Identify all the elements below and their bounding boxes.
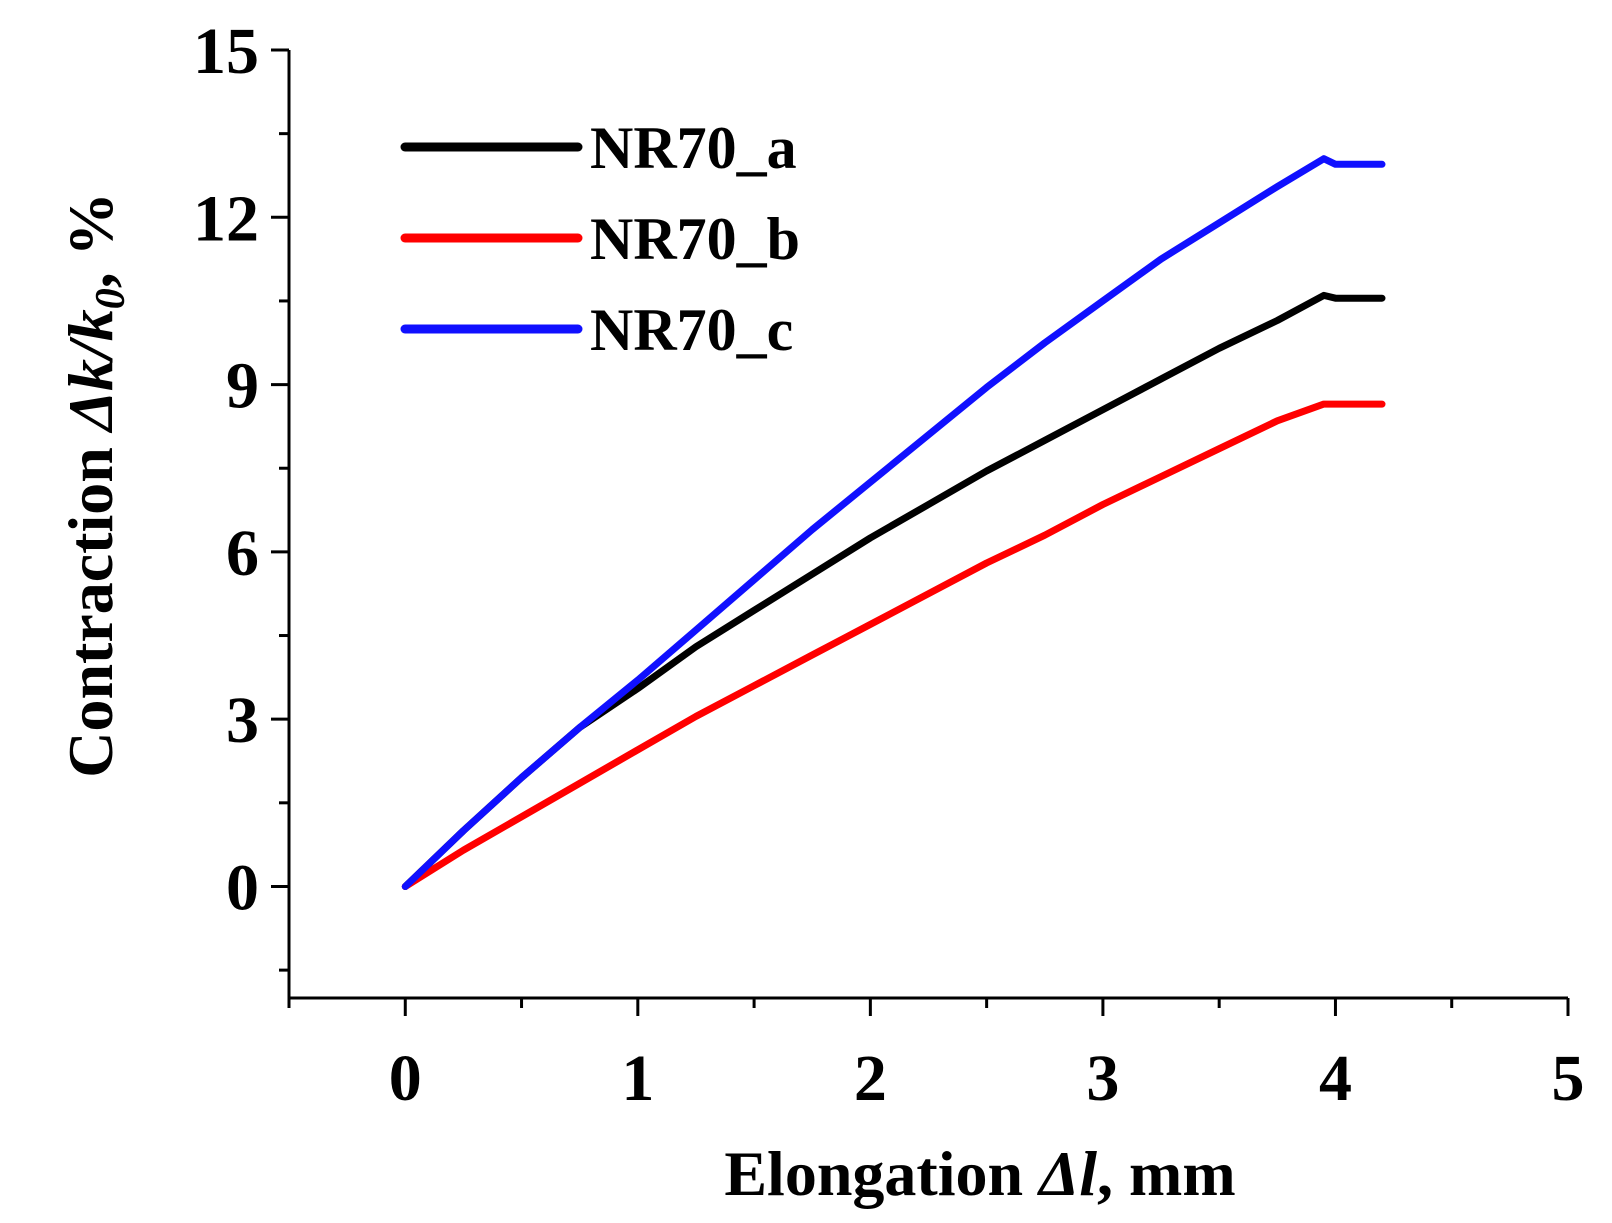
x-tick-label: 1 <box>621 1042 654 1115</box>
y-tick-label: 15 <box>193 15 259 88</box>
series-line-nr70-c <box>401 155 1386 890</box>
y-axis-title: Contraction Δk/k0, % <box>55 192 134 778</box>
x-tick-label: 3 <box>1086 1042 1119 1115</box>
axes <box>287 50 1568 1000</box>
x-tick-label: 0 <box>389 1042 422 1115</box>
x-tick-label: 2 <box>854 1042 887 1115</box>
x-axis-title: Elongation Δl, mm <box>724 1138 1235 1209</box>
x-tick-label: 5 <box>1552 1042 1585 1115</box>
legend-label-nr70-c: NR70_c <box>590 297 793 363</box>
series-lines <box>401 155 1386 890</box>
legend-label-nr70-b: NR70_b <box>590 206 800 272</box>
y-tick-label: 9 <box>226 350 259 423</box>
x-tick-label: 4 <box>1319 1042 1352 1115</box>
y-tick-label: 0 <box>226 851 259 924</box>
y-tick-label: 6 <box>226 517 259 590</box>
y-tick-label: 12 <box>193 182 259 255</box>
legend-label-nr70-a: NR70_a <box>590 115 797 181</box>
series-line-nr70-b <box>401 400 1386 890</box>
y-tick-label: 3 <box>226 684 259 757</box>
legend: NR70_a NR70_b NR70_c <box>400 115 800 363</box>
